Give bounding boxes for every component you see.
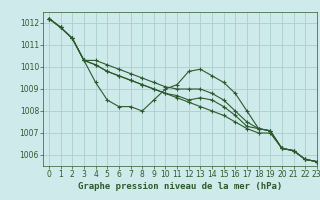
X-axis label: Graphe pression niveau de la mer (hPa): Graphe pression niveau de la mer (hPa) [78, 182, 282, 191]
